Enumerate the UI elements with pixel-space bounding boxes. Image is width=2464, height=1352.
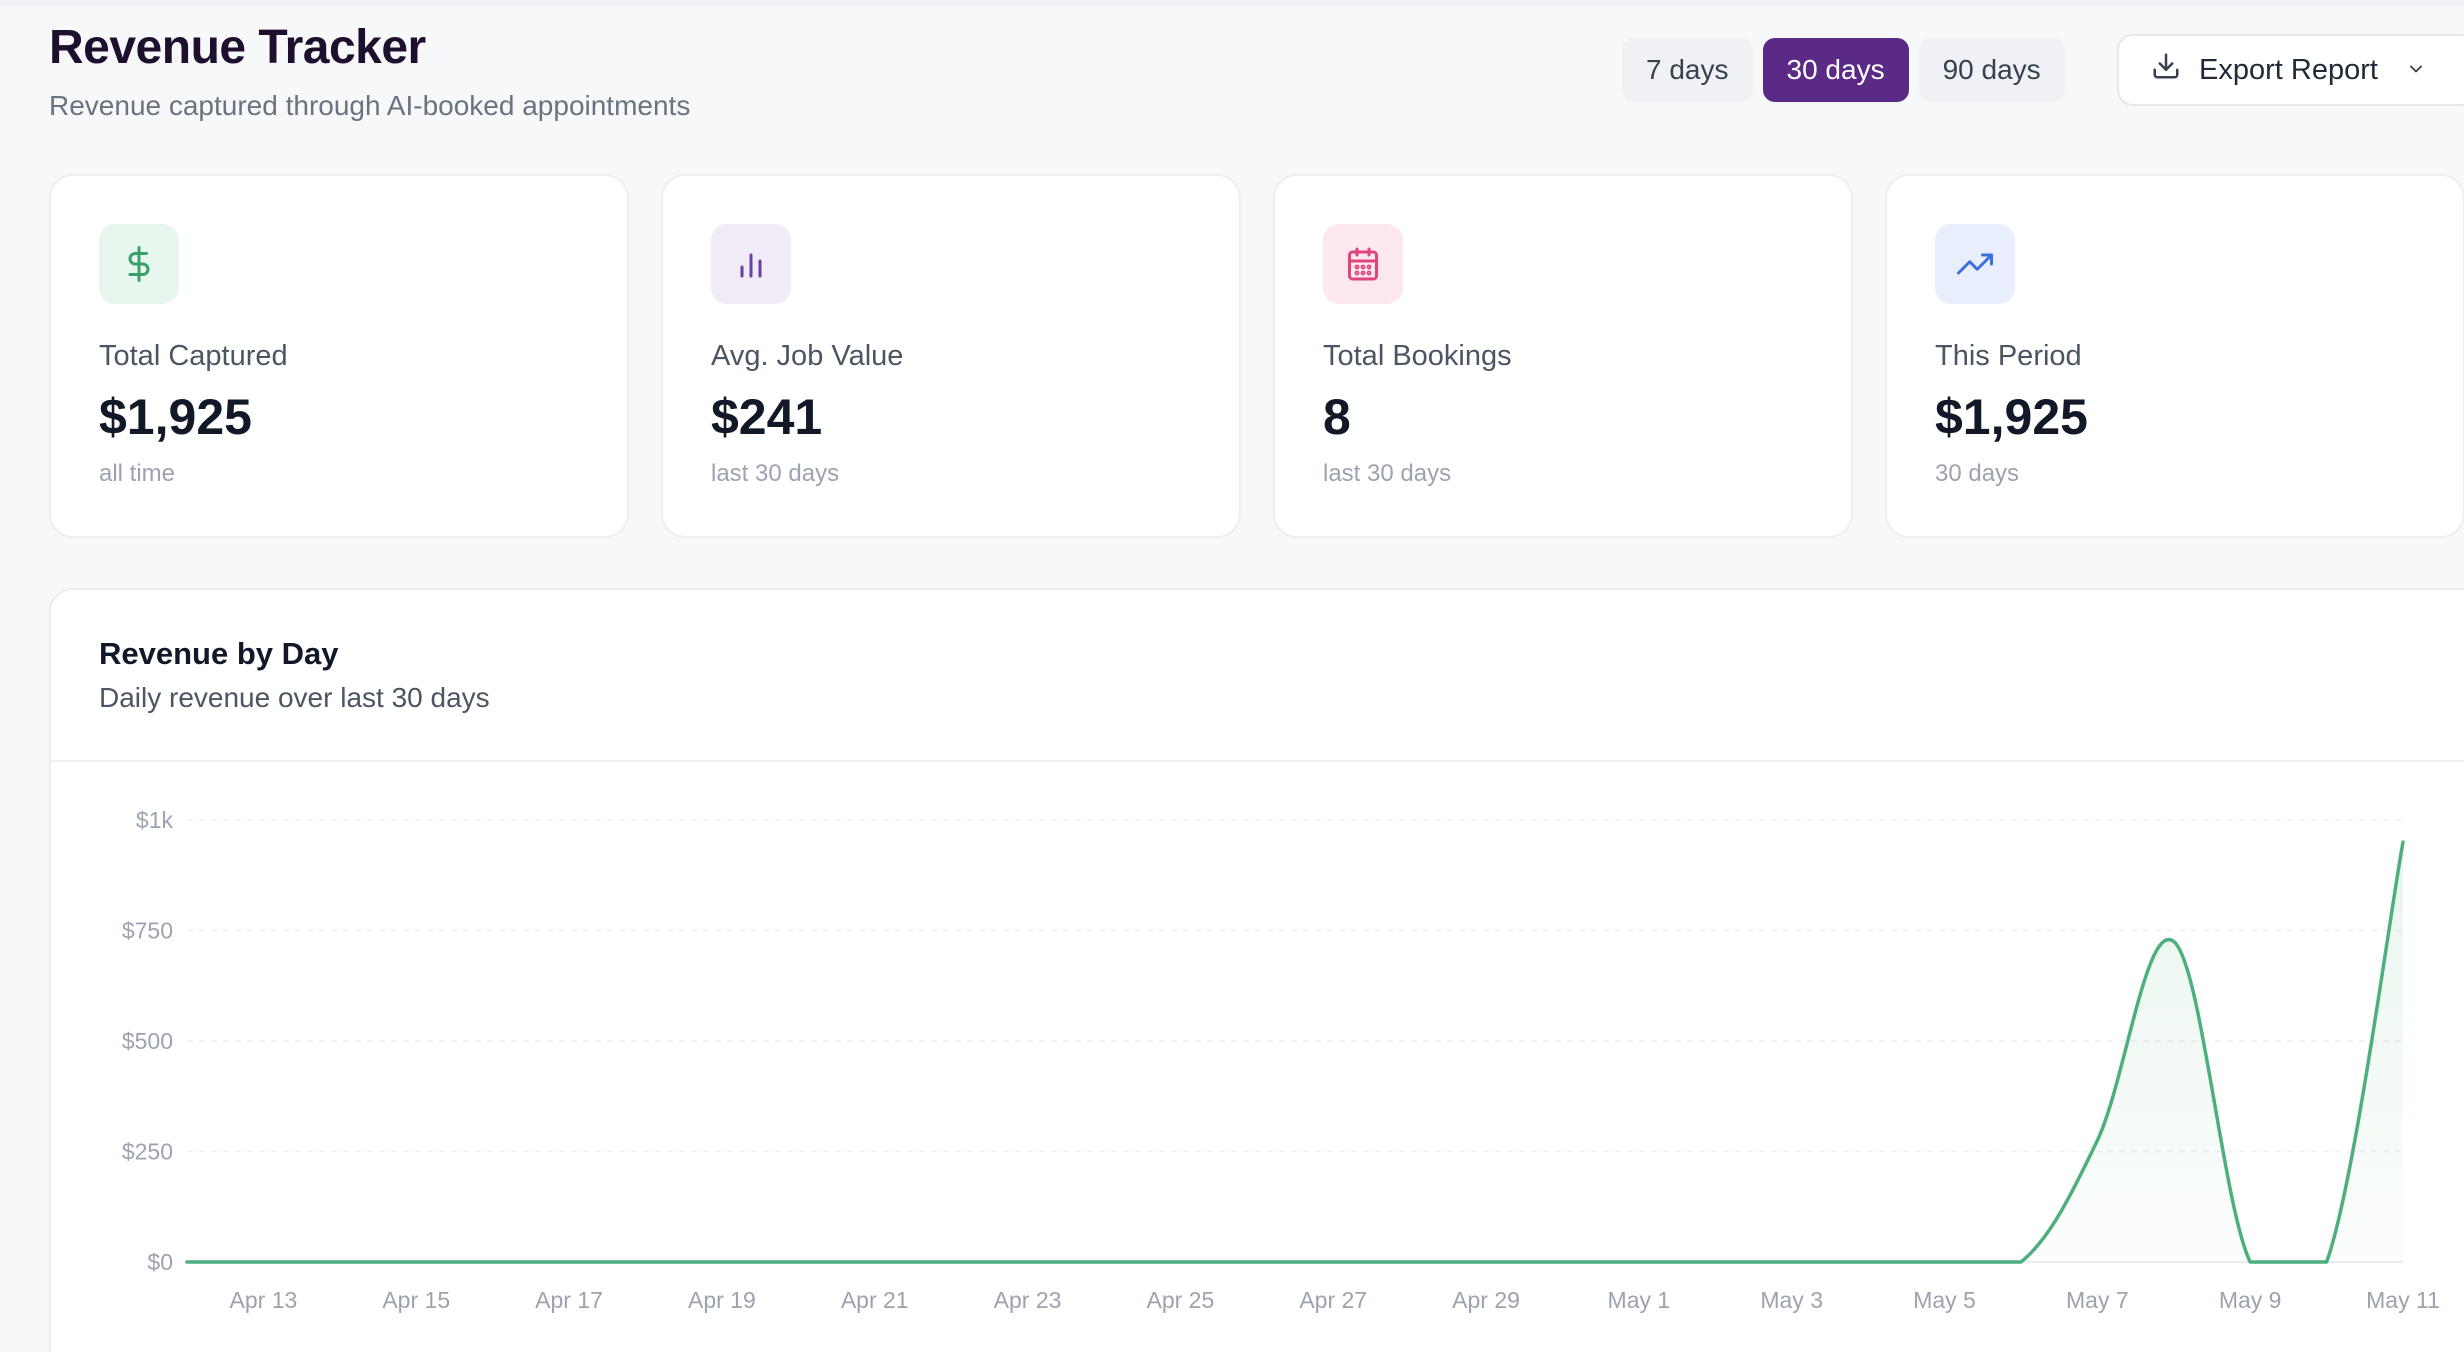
data-point — [1330, 1259, 1336, 1265]
data-point — [1712, 1259, 1718, 1265]
stat-note: 30 days — [1935, 460, 2020, 487]
stat-note: last 30 days — [1323, 460, 1452, 487]
top-border — [0, 0, 2464, 6]
data-point — [2094, 1137, 2100, 1143]
data-point — [1177, 1259, 1183, 1265]
x-tick-label: May 11 — [2366, 1287, 2440, 1313]
trending-up-icon — [1935, 224, 2015, 304]
stat-card-total-bookings: Total Bookings 8 last 30 days — [1273, 174, 1853, 538]
data-point — [2324, 1259, 2330, 1265]
data-point — [719, 1259, 725, 1265]
x-tick-label: Apr 29 — [1452, 1287, 1520, 1313]
range-7-days-button[interactable]: 7 days — [1622, 38, 1753, 102]
stat-note: last 30 days — [711, 460, 840, 487]
data-point — [184, 1259, 190, 1265]
data-point — [642, 1259, 648, 1265]
data-point — [2018, 1259, 2024, 1265]
chevron-down-icon — [2406, 54, 2426, 87]
data-point — [2247, 1259, 2253, 1265]
chart-subtitle: Daily revenue over last 30 days — [99, 682, 490, 713]
data-point — [795, 1259, 801, 1265]
data-point — [1101, 1259, 1107, 1265]
stat-label: This Period — [1935, 340, 2082, 372]
data-point — [2171, 939, 2177, 945]
data-point — [1407, 1259, 1413, 1265]
data-point — [337, 1259, 343, 1265]
range-30-days-button[interactable]: 30 days — [1762, 38, 1909, 102]
revenue-area — [187, 842, 2403, 1262]
x-tick-label: Apr 19 — [688, 1287, 756, 1313]
x-tick-label: Apr 23 — [994, 1287, 1062, 1313]
stat-note: all time — [99, 460, 176, 487]
x-tick-label: May 3 — [1760, 1287, 1823, 1313]
calendar-icon — [1323, 224, 1403, 304]
x-tick-label: May 9 — [2219, 1287, 2282, 1313]
stat-card-total-captured: Total Captured $1,925 all time — [49, 174, 629, 538]
stat-card-avg-job-value: Avg. Job Value $241 last 30 days — [661, 174, 1241, 538]
data-point — [948, 1259, 954, 1265]
x-tick-label: Apr 21 — [841, 1287, 909, 1313]
dollar-icon — [99, 224, 179, 304]
page-subtitle: Revenue captured through AI-booked appoi… — [49, 90, 691, 121]
x-tick-label: Apr 13 — [230, 1287, 298, 1313]
data-point — [566, 1259, 572, 1265]
chart-title: Revenue by Day — [99, 636, 339, 671]
stat-value: $1,925 — [1935, 389, 2088, 445]
y-tick-label: $750 — [122, 918, 173, 944]
x-tick-label: Apr 25 — [1146, 1287, 1214, 1313]
revenue-chart[interactable]: $0 $250 $500 $750 $1k Apr 13 Apr 15 Apr 17 Apr 1… — [51, 590, 2464, 1352]
data-point — [2400, 839, 2406, 845]
data-point — [260, 1259, 266, 1265]
data-point — [1865, 1259, 1871, 1265]
data-point — [413, 1259, 419, 1265]
data-point — [1559, 1259, 1565, 1265]
x-tick-label: May 1 — [1608, 1287, 1671, 1313]
range-90-days-button[interactable]: 90 days — [1918, 38, 2065, 102]
bar-chart-icon — [711, 224, 791, 304]
data-point — [1942, 1259, 1948, 1265]
x-tick-label: Apr 17 — [535, 1287, 603, 1313]
data-point — [1254, 1259, 1260, 1265]
page-title: Revenue Tracker — [49, 21, 426, 74]
x-tick-label: Apr 27 — [1299, 1287, 1367, 1313]
data-point — [872, 1259, 878, 1265]
y-tick-label: $1k — [136, 807, 174, 833]
data-point — [1789, 1259, 1795, 1265]
data-point — [1483, 1259, 1489, 1265]
data-point — [1636, 1259, 1642, 1265]
revenue-chart-card: Revenue by Day Daily revenue over last 3… — [49, 588, 2464, 1352]
stat-label: Avg. Job Value — [711, 340, 904, 372]
stat-label: Total Bookings — [1323, 340, 1512, 372]
data-point — [1025, 1259, 1031, 1265]
export-report-label: Export Report — [2199, 53, 2378, 86]
stat-card-this-period: This Period $1,925 30 days — [1885, 174, 2464, 538]
stat-value: 8 — [1323, 389, 1351, 445]
stat-label: Total Captured — [99, 340, 288, 372]
revenue-line — [185, 840, 2405, 1264]
date-range-selector: 7 days 30 days 90 days — [1622, 38, 2065, 102]
x-tick-label: Apr 15 — [382, 1287, 450, 1313]
download-icon — [2151, 51, 2181, 89]
export-report-button[interactable]: Export Report — [2117, 34, 2464, 106]
chart-divider — [51, 760, 2464, 762]
stat-value: $241 — [711, 389, 823, 445]
y-tick-label: $250 — [122, 1139, 173, 1165]
stat-value: $1,925 — [99, 389, 252, 445]
y-tick-label: $0 — [147, 1249, 173, 1275]
x-tick-label: May 7 — [2066, 1287, 2129, 1313]
x-tick-label: May 5 — [1913, 1287, 1976, 1313]
data-point — [490, 1259, 496, 1265]
y-tick-label: $500 — [122, 1028, 173, 1054]
